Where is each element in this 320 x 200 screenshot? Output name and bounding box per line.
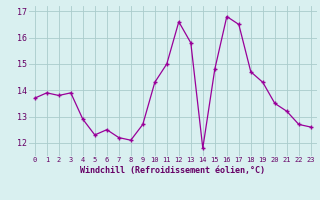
- X-axis label: Windchill (Refroidissement éolien,°C): Windchill (Refroidissement éolien,°C): [80, 166, 265, 175]
